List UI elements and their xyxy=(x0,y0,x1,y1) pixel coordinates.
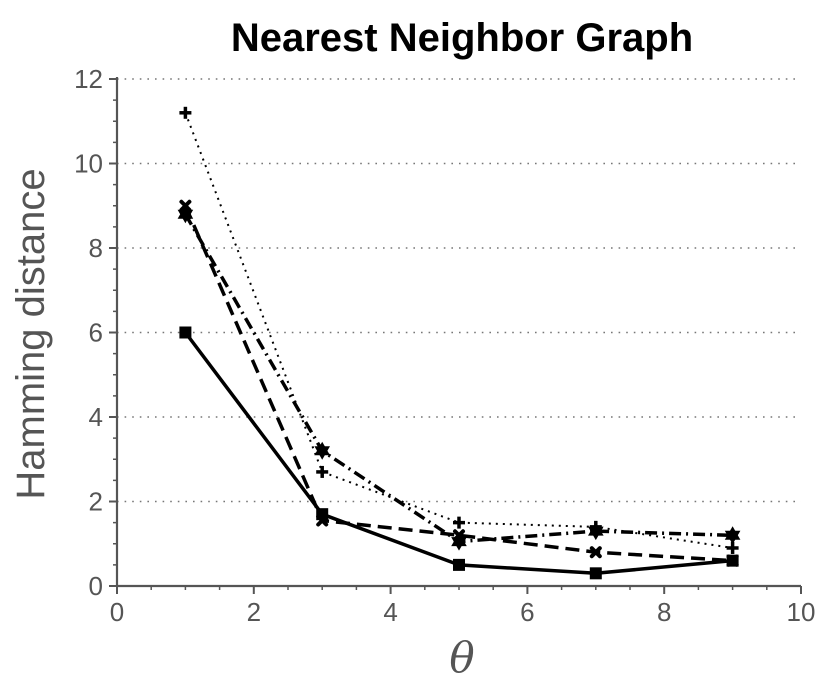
tick-marks: 0 2 4 6 8 10 12 0 2 4 6 8 10 xyxy=(74,64,815,627)
marker-square xyxy=(453,558,465,571)
series xyxy=(177,205,741,551)
series xyxy=(179,106,739,554)
marker-star xyxy=(588,522,604,541)
axes xyxy=(115,77,801,588)
y-tick-label: 12 xyxy=(74,64,103,94)
y-tick-label: 8 xyxy=(89,233,103,263)
marker-star-part xyxy=(724,530,741,545)
y-tick-label: 6 xyxy=(89,318,103,348)
marker-plus xyxy=(316,465,329,478)
y-tick-label: 4 xyxy=(89,402,103,432)
x-tick-label: 6 xyxy=(520,597,534,627)
marker-star-part xyxy=(177,209,194,224)
x-tick-label: 2 xyxy=(247,597,261,627)
series xyxy=(179,199,739,567)
marker-star xyxy=(451,532,467,551)
marker-x xyxy=(589,546,602,559)
marker-x xyxy=(316,514,329,527)
marker-star xyxy=(724,526,741,545)
x-tick-label: 4 xyxy=(383,597,397,627)
marker-plus xyxy=(179,106,192,119)
x-tick-label: 8 xyxy=(657,597,671,627)
marker-square xyxy=(589,567,602,580)
y-tick-label: 10 xyxy=(74,149,103,179)
series-line xyxy=(183,213,733,544)
x-axis-label: θ xyxy=(449,633,474,677)
x-tick-label: 10 xyxy=(787,597,816,627)
y-axis-label: Hamming distance xyxy=(9,168,53,499)
grid-lines xyxy=(117,78,801,503)
y-tick-label: 2 xyxy=(89,487,103,517)
marker-square xyxy=(179,326,192,339)
marker-star-part xyxy=(588,526,604,541)
marker-plus xyxy=(453,516,465,529)
marker-x-stroke xyxy=(589,546,602,559)
y-tick-label: 0 xyxy=(89,571,103,601)
x-tick-label: 0 xyxy=(110,597,124,627)
marker-x-stroke xyxy=(316,514,329,527)
series-group xyxy=(177,106,741,580)
marker-star xyxy=(314,441,330,460)
series-line xyxy=(184,112,733,549)
series-line xyxy=(183,205,733,563)
marker-star-part xyxy=(314,446,330,460)
marker-star-part xyxy=(451,537,467,551)
series xyxy=(179,326,739,580)
chart-title: Nearest Neighbor Graph xyxy=(231,16,693,60)
marker-x xyxy=(726,554,739,567)
marker-x-stroke xyxy=(726,554,739,567)
marker-star xyxy=(177,205,194,224)
